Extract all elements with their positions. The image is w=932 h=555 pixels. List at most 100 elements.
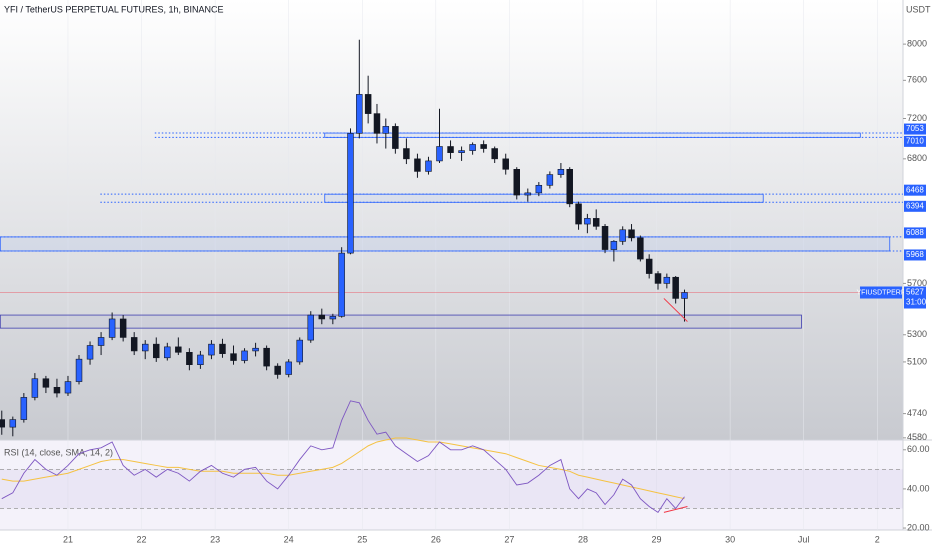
countdown: 31:00 xyxy=(906,298,927,307)
rsi-title: RSI (14, close, SMA, 14, 2) xyxy=(4,447,113,457)
candle-body xyxy=(307,314,315,341)
rsi-band xyxy=(0,469,903,509)
x-tick-label: 23 xyxy=(210,534,220,544)
candle-body xyxy=(663,276,671,284)
candle-body xyxy=(524,192,532,196)
candle-body xyxy=(0,419,6,428)
x-tick-label: 27 xyxy=(504,534,514,544)
candle-body xyxy=(285,361,292,375)
price-label-bg xyxy=(904,123,926,135)
candle-body xyxy=(108,318,116,338)
candle-body xyxy=(458,150,465,153)
candle-body xyxy=(20,397,28,420)
candle-body xyxy=(592,218,600,227)
rsi-sma xyxy=(1,437,685,500)
candle-body xyxy=(64,381,72,394)
price-pane xyxy=(0,0,903,440)
y-tick-label: 5700 xyxy=(907,278,927,288)
chart-title: YFI / TetherUS PERPETUAL FUTURES, 1h, BI… xyxy=(4,4,224,14)
candle-body xyxy=(491,148,498,160)
candle-body xyxy=(681,292,688,299)
x-tick-label: 29 xyxy=(652,534,662,544)
symbol-tag: YFIUSDTPERP xyxy=(856,289,905,296)
candle-body xyxy=(119,318,127,338)
price-label-bg xyxy=(904,135,926,147)
y-tick-label: 7200 xyxy=(907,113,927,123)
price-label: 7053 xyxy=(906,124,924,133)
price-label: 6394 xyxy=(906,201,924,210)
x-tick-label: 26 xyxy=(431,534,441,544)
candle-body xyxy=(274,365,281,375)
divergence-price xyxy=(663,298,688,322)
rsi-line xyxy=(1,400,685,514)
candle-body xyxy=(252,347,259,352)
rsi-pane xyxy=(0,440,903,530)
x-tick-label: Jul xyxy=(798,534,810,544)
x-tick-label: 2 xyxy=(875,534,880,544)
y-tick-label: 60.00 xyxy=(907,444,930,454)
price-label: 7010 xyxy=(906,136,924,145)
price-label-bg xyxy=(904,200,926,212)
candle-body xyxy=(672,276,679,299)
candle-body xyxy=(382,126,390,134)
candle-body xyxy=(557,169,565,175)
candle-body xyxy=(637,237,644,260)
x-tick-label: 30 xyxy=(725,534,735,544)
candle-body xyxy=(230,353,237,361)
candle-body xyxy=(513,169,520,196)
y-tick-label: 6800 xyxy=(907,153,927,163)
candle-body xyxy=(263,347,270,367)
y-tick-label: 8000 xyxy=(907,38,927,48)
y-tick-label: 40.00 xyxy=(907,483,930,493)
candle-body xyxy=(480,144,487,149)
candle-body xyxy=(654,273,662,284)
candle-body xyxy=(42,378,50,388)
candle-body xyxy=(241,350,248,361)
currency: USDT xyxy=(906,4,931,14)
candle-body xyxy=(645,258,653,274)
candle-body xyxy=(318,314,326,320)
x-tick-label: 21 xyxy=(63,534,73,544)
price-label: 6468 xyxy=(906,185,924,194)
x-tick-label: 24 xyxy=(284,534,294,544)
y-tick-label: 20.00 xyxy=(907,522,930,532)
candle-body xyxy=(175,346,182,353)
candle-body xyxy=(584,218,591,225)
divergence-rsi xyxy=(663,506,688,513)
price-tag: 5627 xyxy=(906,288,924,297)
candle-body xyxy=(9,419,17,428)
candle-body xyxy=(329,316,337,320)
candle-body xyxy=(373,113,381,134)
candle-body xyxy=(610,241,618,250)
candle-body xyxy=(75,358,83,382)
price-tag-bg xyxy=(904,286,926,309)
candle-body xyxy=(403,148,410,160)
y-tick-label: 4580 xyxy=(907,432,927,442)
candle-body xyxy=(425,160,432,172)
candle-body xyxy=(628,229,635,239)
zone-box xyxy=(324,193,764,203)
candle-body xyxy=(601,226,609,250)
y-tick-label: 5300 xyxy=(907,329,927,339)
candle-body xyxy=(436,146,443,162)
candle-body xyxy=(575,203,582,225)
candle-body xyxy=(347,133,354,254)
candle-body xyxy=(535,184,543,194)
price-label-bg xyxy=(904,227,926,239)
candle-body xyxy=(502,158,509,170)
x-tick-label: 25 xyxy=(357,534,367,544)
candle-body xyxy=(296,339,303,363)
candle-body xyxy=(338,252,345,317)
candle-body xyxy=(619,229,626,242)
zone-box xyxy=(324,132,861,138)
candle-body xyxy=(164,346,171,359)
candle-body xyxy=(86,345,94,360)
candle-body xyxy=(414,158,421,172)
candle-body xyxy=(186,352,193,365)
candle-body xyxy=(153,343,160,359)
candle-body xyxy=(219,343,226,354)
zone-box xyxy=(0,314,802,329)
candle-body xyxy=(208,343,215,356)
